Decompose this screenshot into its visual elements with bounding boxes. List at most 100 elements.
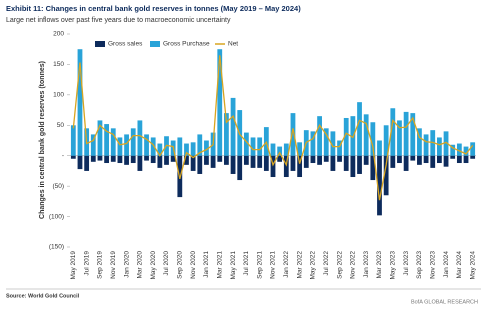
- bar: [70, 155, 76, 159]
- x-tick-label: Mar 2022: [296, 251, 303, 279]
- bar: [77, 49, 83, 156]
- x-tick-label: Jan 2020: [123, 251, 130, 278]
- bar: [137, 120, 143, 156]
- x-tick-label: Nov 2021: [270, 251, 277, 279]
- bar: [270, 155, 276, 178]
- bar: [144, 155, 149, 161]
- bar: [456, 155, 462, 164]
- bar: [70, 125, 76, 156]
- bar: [470, 142, 476, 156]
- y-tick-label: (150): [49, 244, 64, 251]
- bar: [224, 113, 229, 156]
- bar: [217, 49, 223, 156]
- x-tick-label: Jul 2021: [243, 251, 250, 276]
- bar: [157, 143, 163, 156]
- bar: [243, 155, 249, 165]
- x-tick-label: Jan 2023: [363, 251, 370, 278]
- bar: [363, 114, 369, 156]
- bar: [224, 155, 229, 165]
- bar: [257, 137, 263, 156]
- bar: [470, 155, 476, 159]
- bar: [130, 155, 136, 164]
- bar: [237, 155, 243, 181]
- x-tick-label: Sep 2021: [256, 251, 263, 279]
- y-tick-label: 50: [57, 122, 65, 129]
- x-tick-label: Mar 2021: [216, 251, 223, 279]
- y-tick-label: (100): [49, 213, 64, 220]
- chart-subtitle: Large net inflows over past five years d…: [6, 17, 231, 24]
- bar: [417, 128, 422, 156]
- bar: [397, 155, 402, 164]
- bar: [317, 116, 322, 156]
- x-tick-label: Mar 2020: [137, 251, 144, 279]
- credit: BofA GLOBAL RESEARCH: [411, 299, 478, 305]
- x-tick-label: Jul 2023: [403, 251, 410, 276]
- bar: [124, 155, 129, 165]
- bar: [297, 142, 303, 156]
- bar: [157, 155, 163, 168]
- bar: [430, 155, 436, 168]
- bar: [104, 124, 110, 156]
- bar: [204, 155, 209, 165]
- x-tick-label: May 2022: [310, 251, 317, 280]
- bar: [164, 155, 169, 165]
- x-tick-label: Jul 2019: [83, 251, 90, 276]
- bar: [110, 128, 116, 156]
- bar: [283, 143, 289, 156]
- x-tick-label: Nov 2023: [429, 251, 436, 279]
- bar: [144, 134, 149, 156]
- x-tick-label: Mar 2023: [376, 251, 383, 279]
- bar: [184, 143, 189, 156]
- bar: [436, 155, 442, 164]
- bar: [97, 155, 103, 161]
- bar: [290, 113, 296, 156]
- bar: [397, 120, 402, 156]
- bar: [124, 134, 129, 156]
- bar: [330, 131, 336, 156]
- bar: [317, 155, 322, 165]
- bar: [184, 155, 189, 165]
- bar: [110, 155, 116, 162]
- bar: [310, 131, 316, 156]
- bar: [436, 137, 442, 156]
- bar: [323, 155, 329, 162]
- x-tick-label: Sep 2023: [416, 251, 423, 279]
- bar: [363, 155, 369, 165]
- y-tick-label: 150: [53, 61, 64, 68]
- legend-label: Net: [228, 41, 238, 48]
- bar: [403, 155, 409, 171]
- bar: [463, 155, 469, 164]
- bar: [170, 155, 176, 162]
- bar: [277, 155, 283, 162]
- y-axis-title: Changes in central bank gold reserves (t…: [39, 61, 46, 219]
- bar: [77, 155, 83, 170]
- bar: [343, 117, 349, 156]
- net-line: [72, 55, 474, 201]
- y-tick-label: -: [62, 152, 64, 159]
- bar: [130, 128, 136, 156]
- bar: [450, 155, 456, 159]
- bar: [443, 131, 449, 156]
- bar: [197, 134, 203, 156]
- bar: [357, 102, 362, 156]
- x-tick-label: May 2024: [469, 251, 476, 280]
- bar: [357, 155, 362, 174]
- bar: [190, 142, 196, 156]
- x-tick-label: May 2023: [390, 251, 397, 280]
- bar: [410, 113, 416, 156]
- x-tick-label: Nov 2022: [350, 251, 357, 279]
- bar: [197, 155, 203, 174]
- source: Source: World Gold Council: [6, 293, 80, 299]
- x-tick-label: Mar 2024: [456, 251, 463, 279]
- bar: [177, 137, 183, 156]
- bar: [390, 108, 396, 156]
- bar: [90, 155, 96, 162]
- bar: [377, 155, 382, 216]
- bar: [383, 155, 389, 196]
- bar: [270, 143, 276, 156]
- bar: [330, 155, 336, 171]
- legend-swatch: [95, 41, 105, 47]
- legend-swatch: [150, 41, 160, 47]
- x-tick-label: May 2021: [230, 251, 237, 280]
